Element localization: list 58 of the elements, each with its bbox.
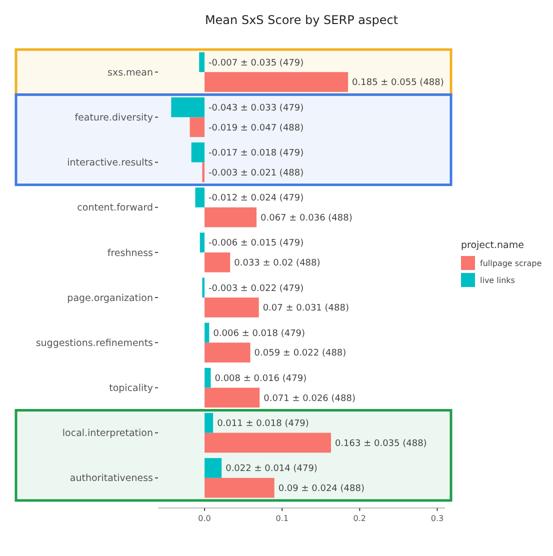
bar xyxy=(202,162,205,182)
data-label: 0.059 ± 0.022 (488) xyxy=(254,348,346,359)
y-tick-label: local.interpretation xyxy=(62,428,153,440)
y-tick-label: freshness xyxy=(107,248,154,259)
bar xyxy=(190,117,205,138)
bar xyxy=(204,412,214,433)
chart-title: Mean SxS Score by SERP aspect xyxy=(204,13,398,27)
data-label: 0.008 ± 0.016 (479) xyxy=(214,374,307,384)
y-tick-label: authoritativeness xyxy=(70,473,154,484)
bar xyxy=(204,342,250,362)
y-tick-label: content.forward xyxy=(77,202,153,214)
y-tick-label: sxs.mean xyxy=(108,67,153,78)
data-label: 0.033 ± 0.02 (488) xyxy=(234,258,320,269)
data-label: 0.067 ± 0.036 (488) xyxy=(260,213,352,224)
y-tick-label: topicality xyxy=(109,383,154,394)
legend-label: live links xyxy=(480,276,515,285)
bar xyxy=(195,188,205,208)
data-label: 0.071 ± 0.026 (488) xyxy=(264,394,356,404)
data-label: 0.07 ± 0.031 (488) xyxy=(262,304,349,314)
y-tick-label: feature.diversity xyxy=(74,112,154,124)
bar xyxy=(171,97,205,118)
bar xyxy=(204,322,210,343)
bar xyxy=(204,72,348,92)
data-label: -0.003 ± 0.021 (488) xyxy=(208,168,304,178)
data-label: 0.022 ± 0.014 (479) xyxy=(226,464,318,474)
bar xyxy=(204,432,331,453)
bar xyxy=(200,232,205,252)
y-tick-label: interactive.results xyxy=(67,158,154,169)
bar xyxy=(204,252,230,272)
bar xyxy=(202,278,205,298)
bar xyxy=(204,368,211,388)
data-label: -0.012 ± 0.024 (479) xyxy=(208,194,304,204)
data-label: 0.006 ± 0.018 (479) xyxy=(213,328,306,339)
y-tick-label: suggestions.refinements xyxy=(36,338,154,349)
data-label: -0.019 ± 0.047 (488) xyxy=(208,123,304,134)
data-label: -0.043 ± 0.033 (479) xyxy=(208,103,304,114)
data-label: 0.09 ± 0.024 (488) xyxy=(278,484,364,494)
x-tick-label: 0.3 xyxy=(430,514,444,523)
data-label: -0.017 ± 0.018 (479) xyxy=(208,148,304,159)
data-label: 0.185 ± 0.055 (488) xyxy=(352,78,444,88)
legend-label: fullpage scrape xyxy=(480,258,542,268)
data-label: -0.003 ± 0.022 (479) xyxy=(208,284,304,294)
bar xyxy=(204,478,274,498)
data-label: -0.007 ± 0.035 (479) xyxy=(208,58,304,68)
bar xyxy=(204,298,259,318)
bar xyxy=(199,52,205,72)
x-tick-label: 0.0 xyxy=(198,514,211,523)
bar xyxy=(191,142,205,162)
x-tick-label: 0.2 xyxy=(353,514,366,523)
bar xyxy=(204,458,222,478)
data-label: -0.006 ± 0.015 (479) xyxy=(208,238,304,249)
bar xyxy=(204,207,257,228)
bar xyxy=(204,388,260,408)
y-tick-label: page.organization xyxy=(67,292,153,304)
x-tick-label: 0.1 xyxy=(276,514,288,523)
legend-title: project.name xyxy=(461,240,524,251)
data-label: 0.163 ± 0.035 (488) xyxy=(334,438,427,449)
data-label: 0.011 ± 0.018 (479) xyxy=(217,419,309,430)
